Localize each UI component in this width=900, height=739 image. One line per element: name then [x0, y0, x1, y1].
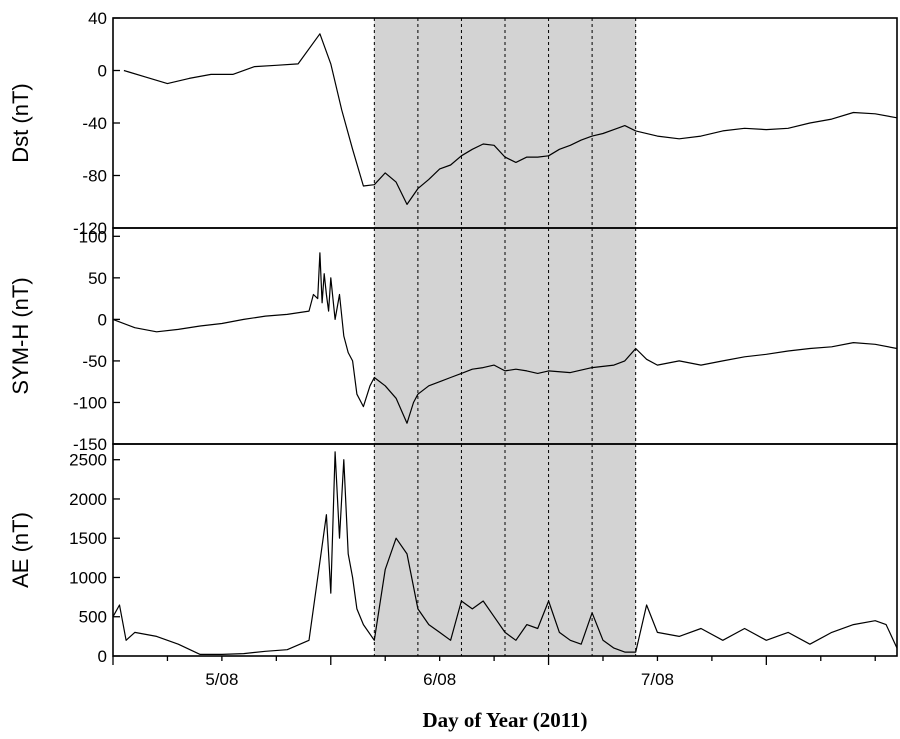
- panel-frame: [112, 443, 898, 657]
- y-tick-label: 100: [79, 227, 107, 246]
- y-tick-label: -80: [82, 167, 107, 186]
- y-tick-label: 40: [88, 9, 107, 28]
- y-tick-label: -120: [73, 219, 107, 238]
- y-tick-label: 50: [88, 269, 107, 288]
- series-line: [112, 252, 898, 424]
- y-tick-label: 0: [98, 647, 107, 666]
- y-tick-label: 1500: [69, 529, 107, 548]
- y-axis-title: Dst (nT): [8, 83, 33, 162]
- divider-lines-layer: [373, 18, 637, 656]
- y-tick-label: 500: [79, 608, 107, 627]
- x-tick-label: 7/08: [641, 670, 674, 689]
- y-tick-label: 2000: [69, 490, 107, 509]
- y-tick-label: 1000: [69, 568, 107, 587]
- y-tick-label: 0: [98, 310, 107, 329]
- series-layer: [112, 33, 898, 656]
- y-axis-title: SYM-H (nT): [8, 277, 33, 394]
- series-line: [123, 33, 898, 205]
- y-tick-label: 2500: [69, 451, 107, 470]
- y-tick-label: 0: [98, 62, 107, 81]
- axes-layer: [112, 17, 898, 665]
- series-line: [112, 451, 898, 656]
- y-axis-title: AE (nT): [8, 512, 33, 588]
- x-tick-label: 5/08: [205, 670, 238, 689]
- y-tick-label: -150: [73, 435, 107, 454]
- y-tick-label: -50: [82, 352, 107, 371]
- x-axis-title: Day of Year (2011): [422, 708, 587, 732]
- x-tick-label: 6/08: [423, 670, 456, 689]
- y-tick-label: -100: [73, 393, 107, 412]
- y-tick-label: -40: [82, 114, 107, 133]
